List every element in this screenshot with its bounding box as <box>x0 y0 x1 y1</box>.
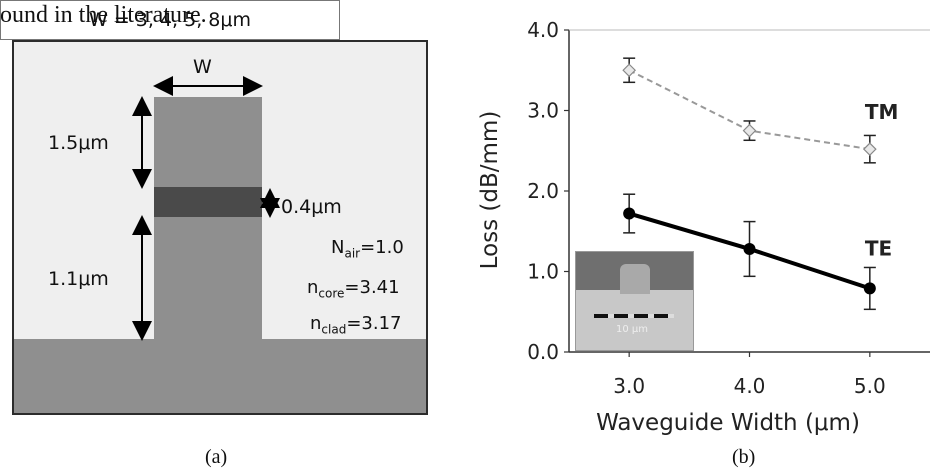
width-label: W <box>193 56 212 78</box>
y-tick-label: 3.0 <box>527 99 559 123</box>
core-thickness-label: 0.4μm <box>281 196 342 218</box>
series-label: TE <box>865 236 892 260</box>
data-point <box>862 142 877 156</box>
data-point <box>743 242 756 255</box>
y-tick-label: 2.0 <box>527 179 559 203</box>
scale-label: 10 μm <box>616 324 649 335</box>
data-point <box>742 123 757 138</box>
y-axis-label: Loss (dB/mm) <box>477 111 503 270</box>
x-tick-label: 3.0 <box>613 374 645 398</box>
width-list-box: W = 3, 4, 5, 8μm <box>0 0 340 40</box>
upper-height-label: 1.5μm <box>48 132 109 154</box>
substrate-slab <box>14 339 426 413</box>
loss-chart: 0.0 1.0 2.0 3.0 4.0 3.0 4.0 5.0 TM TE Loss (dB/m… <box>477 18 930 436</box>
chart-marks: TM TE <box>622 57 899 311</box>
sem-inset-image: 10 μm <box>575 251 694 351</box>
caption-b: (b) <box>732 446 756 468</box>
y-tick-label: 4.0 <box>527 18 559 42</box>
y-tick-label: 1.0 <box>527 260 559 284</box>
caption-a: (a) <box>205 446 228 468</box>
ridge-waveguide <box>154 97 262 340</box>
param-n-clad: nclad=3.17 <box>310 313 402 337</box>
data-point <box>863 282 876 295</box>
dimension-arrows <box>132 76 280 341</box>
core-layer <box>154 187 262 217</box>
body-text: ound in the literature. <box>0 2 207 28</box>
lower-height-label: 1.1μm <box>48 268 109 290</box>
chart-ticks: 0.0 1.0 2.0 3.0 4.0 3.0 4.0 5.0 <box>527 18 886 398</box>
param-n-air: Nair=1.0 <box>331 237 404 261</box>
y-tick-label: 0.0 <box>527 340 559 364</box>
x-axis-label: Waveguide Width (μm) <box>596 410 860 436</box>
x-tick-label: 4.0 <box>734 374 766 398</box>
width-list: W = 3, 4, 5, 8μm <box>89 9 251 31</box>
data-point <box>622 63 637 78</box>
data-point <box>623 207 636 220</box>
param-n-core: ncore=3.41 <box>307 277 400 301</box>
scale-bar <box>594 314 674 318</box>
x-tick-label: 5.0 <box>854 374 886 398</box>
series-label: TM <box>865 100 899 124</box>
